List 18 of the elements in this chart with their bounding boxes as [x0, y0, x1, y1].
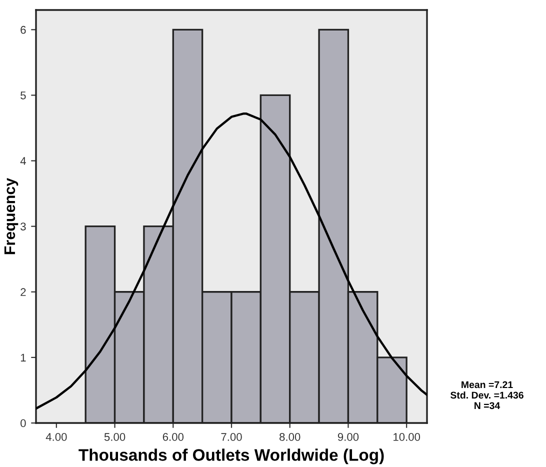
y-tick-label: 4 [20, 157, 26, 165]
x-tick-label: 6.00 [162, 433, 184, 441]
text: Mean =7.21 Std. Dev. =1.436 N =34 [450, 381, 524, 410]
x-tick-label: 10.00 [394, 433, 420, 441]
x-tick-label: 8.00 [280, 433, 300, 441]
y-tick-label: 0 [20, 419, 26, 428]
x-tick-label: 7.00 [221, 433, 242, 441]
y-tick-label: 2 [20, 288, 26, 296]
y-tick-label: 1 [20, 354, 26, 362]
x-tick-label: 4.00 [46, 433, 67, 441]
x-tick-label: 9.00 [338, 433, 359, 441]
x-tick-label: 5.00 [104, 433, 126, 441]
line-series [36, 112, 427, 410]
y-tick-label: 5 [20, 92, 26, 100]
y-tick-label: 3 [20, 222, 26, 230]
y-tick-label: 6 [20, 26, 26, 34]
x-axis-title: Thousands of Outlets Worldwide (Log) [78, 448, 384, 464]
y-axis-title: Frequency [4, 178, 18, 254]
